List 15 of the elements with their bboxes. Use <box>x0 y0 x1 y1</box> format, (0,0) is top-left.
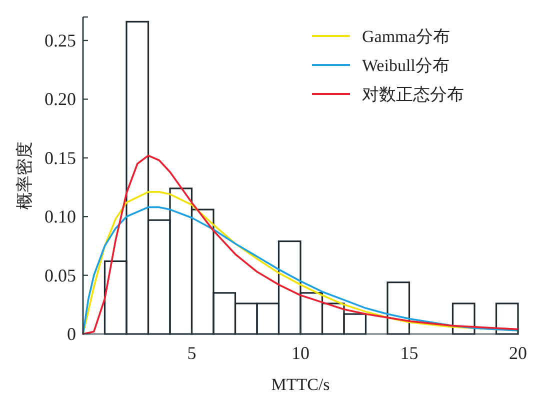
y-tick-label: 0.25 <box>44 30 76 50</box>
y-tick-label: 0.15 <box>44 148 76 168</box>
legend-label: Weibull分布 <box>362 56 450 75</box>
x-tick-label: 15 <box>400 343 418 363</box>
legend-label: 对数正态分布 <box>362 85 464 104</box>
legend-label: Gamma分布 <box>362 27 450 46</box>
y-tick-label: 0 <box>67 324 76 344</box>
y-tick-label: 0.20 <box>44 89 76 110</box>
x-axis-title: MTTC/s <box>271 375 330 394</box>
x-tick-label: 10 <box>292 343 310 363</box>
x-tick-label: 5 <box>187 343 196 363</box>
y-tick-label: 0.05 <box>44 265 76 286</box>
y-axis-title: 概率密度 <box>15 142 34 210</box>
x-tick-label: 20 <box>509 343 527 363</box>
y-tick-label: 0.10 <box>44 206 76 227</box>
